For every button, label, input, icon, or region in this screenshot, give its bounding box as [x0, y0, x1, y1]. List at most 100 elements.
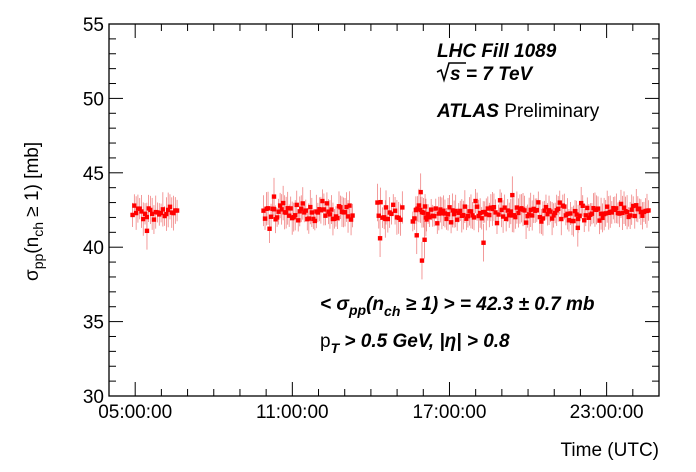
data-point	[133, 210, 139, 216]
data-point	[160, 207, 166, 212]
data-point	[151, 217, 157, 222]
data-point	[418, 207, 423, 213]
data-point	[473, 198, 478, 204]
data-point	[583, 213, 588, 218]
cut-p: p	[320, 331, 331, 352]
data-point	[496, 212, 501, 217]
data-point	[586, 215, 592, 220]
data-point	[604, 204, 610, 209]
data-point	[130, 212, 135, 218]
data-point	[342, 210, 348, 215]
data-point	[487, 212, 492, 218]
data-point	[268, 214, 274, 219]
data-point	[514, 205, 520, 210]
data-point	[286, 213, 292, 218]
data-point	[141, 216, 146, 222]
atlas-label: ATLAS	[436, 101, 499, 122]
data-point	[412, 216, 417, 221]
data-point	[627, 213, 633, 218]
data-point	[391, 202, 396, 208]
data-point	[640, 213, 645, 218]
data-point	[557, 200, 562, 205]
data-point	[516, 210, 521, 216]
data-point	[422, 237, 427, 242]
data-point	[279, 207, 284, 212]
data-point	[445, 212, 451, 217]
data-point	[454, 217, 460, 222]
data-point	[144, 228, 150, 234]
cut-sub-t: T	[331, 340, 341, 356]
data-point	[462, 204, 468, 209]
kinematic-cut-label: pT > 0.5 GeV, |η| > 0.8	[320, 331, 510, 356]
data-point	[428, 207, 434, 212]
data-point	[479, 216, 484, 221]
data-point	[174, 208, 180, 213]
data-point	[383, 216, 388, 222]
data-point	[297, 209, 302, 214]
data-point	[464, 216, 469, 221]
x-tick-label: 17:00:00	[412, 402, 486, 423]
data-point	[392, 208, 398, 213]
data-point	[632, 213, 637, 219]
energy-label: s = 7 TeV	[436, 62, 534, 85]
mean-sub-pp: pp	[348, 302, 367, 318]
data-point	[137, 206, 142, 211]
mean-paren: (n	[366, 294, 384, 315]
data-point	[423, 215, 429, 220]
y-tick-label: 35	[83, 313, 104, 334]
data-point	[551, 213, 556, 218]
data-point	[132, 203, 137, 208]
data-point	[577, 213, 582, 218]
data-point	[425, 211, 431, 217]
data-point	[549, 216, 555, 221]
data-point	[299, 206, 304, 211]
y-axis-title: σpp(nch ≥ 1) [mb]	[22, 142, 46, 281]
data-point	[474, 204, 480, 209]
data-point	[638, 209, 644, 215]
data-point	[144, 214, 150, 220]
data-point	[285, 206, 290, 211]
energy-label-text: s = 7 TeV	[450, 64, 534, 85]
data-point	[274, 215, 280, 220]
data-point	[582, 218, 587, 223]
plot-border	[108, 23, 660, 397]
data-point	[536, 200, 541, 205]
data-point	[326, 209, 331, 214]
data-point	[439, 211, 445, 216]
error-bars	[132, 173, 649, 280]
data-point	[507, 213, 512, 218]
data-point	[578, 200, 584, 206]
data-point	[271, 194, 277, 199]
data-point	[377, 236, 383, 241]
data-point	[400, 205, 405, 210]
data-point	[624, 209, 630, 215]
data-point	[324, 201, 330, 206]
y-axis-title-sub-ch: ch	[30, 222, 46, 237]
x-axis-title: Time (UTC)	[561, 440, 660, 461]
data-point	[422, 204, 428, 209]
data-point	[433, 206, 438, 211]
data-point	[539, 219, 544, 224]
data-point	[513, 214, 518, 220]
data-point	[458, 208, 463, 214]
data-point	[482, 209, 487, 215]
data-point	[566, 218, 572, 223]
data-point	[385, 216, 391, 222]
data-point	[589, 211, 595, 216]
data-point	[493, 210, 498, 215]
data-point	[477, 210, 483, 216]
data-point	[571, 218, 576, 224]
data-point	[562, 204, 567, 209]
data-point	[283, 210, 289, 215]
data-point	[444, 216, 449, 222]
data-point	[646, 208, 651, 213]
data-point	[574, 212, 579, 217]
data-point	[465, 213, 471, 219]
data-point	[262, 216, 268, 221]
data-point	[442, 211, 448, 216]
y-axis-title-rest: ≥ 1) [mb]	[22, 142, 43, 222]
data-point	[508, 209, 513, 214]
data-point	[494, 220, 500, 226]
data-point	[332, 216, 337, 222]
